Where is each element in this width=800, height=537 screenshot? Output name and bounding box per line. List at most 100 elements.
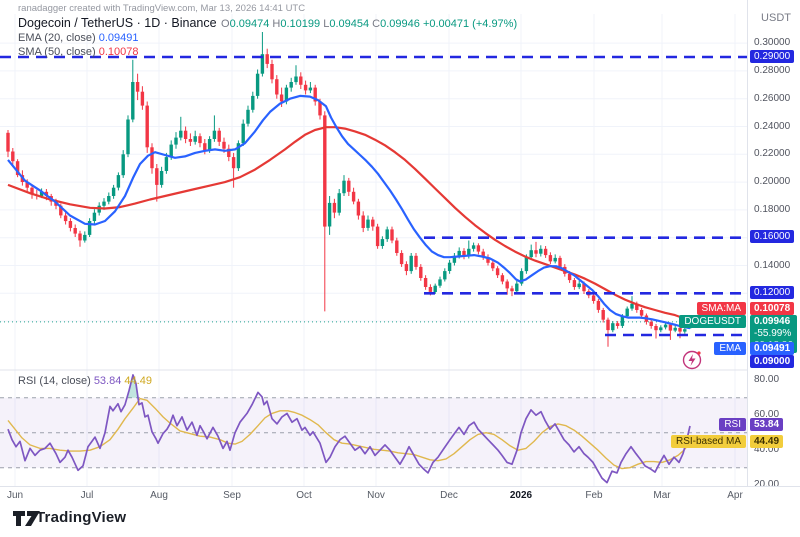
candle-body bbox=[174, 137, 178, 145]
rsi-badge: 53.84 bbox=[750, 418, 784, 432]
candle-body bbox=[308, 87, 313, 91]
rsi-ma-line bbox=[7, 397, 691, 470]
candle-body bbox=[534, 250, 538, 254]
candle-body bbox=[395, 240, 399, 253]
candle-body bbox=[543, 248, 548, 256]
candle-body bbox=[318, 101, 322, 116]
candle-body bbox=[332, 202, 337, 213]
candle-body bbox=[155, 168, 159, 185]
candle-body bbox=[673, 327, 677, 331]
price-axis[interactable]: USDT 0.30000 0.28000 0.26000 0.24000 0.22000… bbox=[747, 0, 800, 490]
candle-body bbox=[615, 323, 620, 326]
candle-body bbox=[524, 257, 529, 272]
candle-body bbox=[558, 257, 562, 267]
time-label: Feb bbox=[585, 490, 603, 501]
candle-body bbox=[83, 234, 87, 241]
price-tick: 0.30000 bbox=[754, 37, 791, 49]
candle-body bbox=[303, 84, 308, 91]
time-axis[interactable]: Jun Jul Aug Sep Oct Nov Dec 2026 Feb Mar Apr bbox=[0, 486, 800, 504]
candle-body bbox=[443, 271, 447, 280]
candle-body bbox=[356, 201, 361, 216]
ohlc-values: O0.09474 H0.10199 L0.09454 C0.09946 +0.0… bbox=[221, 18, 518, 30]
sma-50-line bbox=[7, 126, 691, 322]
rsi-legend-row[interactable]: RSI (14, close) 53.84 44.49 bbox=[18, 375, 152, 387]
rsi-overbought-fill bbox=[127, 374, 139, 398]
time-label: Dec bbox=[440, 490, 458, 501]
candle-body bbox=[323, 115, 327, 227]
candle-body bbox=[659, 327, 663, 331]
candle-body bbox=[212, 130, 217, 139]
candle-body bbox=[121, 154, 125, 176]
candle-body bbox=[668, 324, 673, 331]
candle-body bbox=[265, 54, 269, 64]
candle-body bbox=[131, 82, 135, 120]
candle-body bbox=[203, 143, 207, 151]
candle-body bbox=[414, 255, 418, 267]
candle-body bbox=[270, 64, 274, 80]
price-level-badge: 0.29000 bbox=[750, 49, 795, 63]
candle-body bbox=[457, 250, 461, 256]
brand-name[interactable]: TradingView bbox=[36, 509, 127, 526]
price-axis-currency[interactable]: USDT bbox=[761, 12, 791, 24]
candle-body bbox=[572, 280, 577, 287]
candle-body bbox=[275, 79, 279, 95]
candle-body bbox=[428, 287, 433, 292]
candle-body bbox=[399, 253, 404, 265]
candle-body bbox=[73, 228, 77, 234]
candle-body bbox=[289, 82, 293, 88]
ema-badge: 0.09491 bbox=[750, 342, 795, 355]
candle-body bbox=[510, 288, 514, 292]
candle-body bbox=[476, 245, 481, 252]
time-label: Jun bbox=[6, 490, 24, 501]
level-badge: 0.09000 bbox=[750, 355, 795, 368]
candle-body bbox=[39, 191, 44, 196]
candle-body bbox=[611, 323, 615, 331]
candle-body bbox=[159, 171, 164, 185]
candle-body bbox=[135, 82, 140, 92]
candle-body bbox=[193, 136, 197, 142]
tradingview-logo[interactable] bbox=[12, 509, 42, 531]
candle-body bbox=[294, 76, 298, 83]
candle-body bbox=[678, 327, 682, 332]
candle-body bbox=[169, 144, 173, 158]
symbol-legend: Dogecoin / TetherUS · 1D · Binance O0.09… bbox=[18, 16, 517, 59]
candle-body bbox=[179, 130, 183, 138]
price-level-badge: 0.12000 bbox=[750, 285, 795, 299]
candle-body bbox=[529, 250, 533, 258]
sma-legend-row[interactable]: SMA (50, close) 0.10078 bbox=[18, 46, 139, 58]
candle-body bbox=[515, 283, 519, 292]
symbol-title[interactable]: Dogecoin / TetherUS · 1D · Binance bbox=[18, 16, 217, 30]
candle-body bbox=[227, 148, 231, 157]
candle-body bbox=[183, 130, 188, 139]
candle-body bbox=[6, 132, 10, 152]
candle-body bbox=[255, 73, 260, 96]
candle-body bbox=[107, 196, 111, 202]
price-tick: 0.14000 bbox=[754, 259, 791, 271]
ema-legend-row[interactable]: EMA (20, close) 0.09491 bbox=[18, 32, 139, 44]
candle-body bbox=[505, 281, 509, 289]
candle-body bbox=[491, 262, 495, 269]
rsi-band bbox=[0, 397, 747, 468]
candle-body bbox=[68, 221, 73, 228]
rsi-ma-badge-label: RSI-based MA bbox=[670, 434, 746, 448]
candle-body bbox=[390, 229, 394, 241]
symbol-badge-label: DOGEUSDT bbox=[679, 315, 746, 328]
time-label: Nov bbox=[367, 490, 385, 501]
time-label: Aug bbox=[150, 490, 168, 501]
candle-body bbox=[145, 105, 149, 148]
candle-body bbox=[601, 310, 605, 320]
candle-body bbox=[371, 219, 375, 227]
candle-body bbox=[591, 295, 596, 301]
candle-body bbox=[606, 319, 610, 331]
candle-body bbox=[577, 283, 581, 288]
candle-body bbox=[140, 91, 145, 106]
candle-body bbox=[548, 255, 553, 262]
candle-body bbox=[102, 201, 106, 206]
sma-badge-label: SMA:MA bbox=[696, 302, 746, 315]
candle-body bbox=[620, 316, 625, 326]
candle-body bbox=[625, 308, 629, 317]
candle-body bbox=[567, 273, 572, 281]
candle-body bbox=[279, 94, 284, 102]
